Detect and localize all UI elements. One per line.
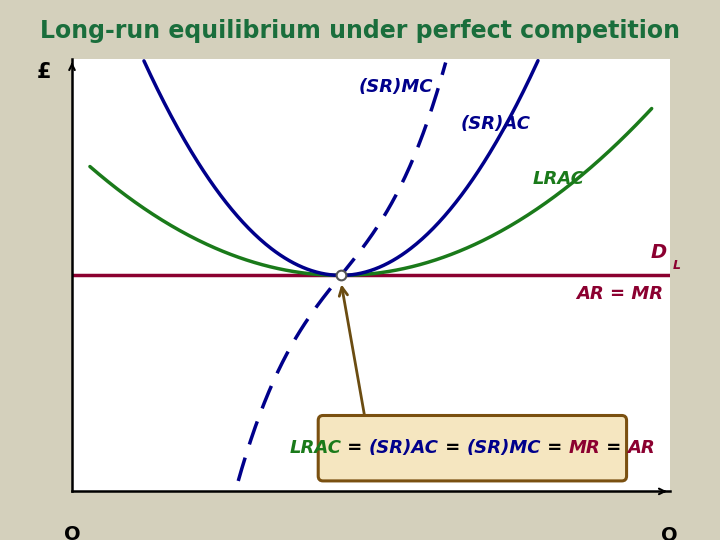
Text: LRAC: LRAC [532, 171, 584, 188]
Text: Long-run equilibrium under perfect competition: Long-run equilibrium under perfect compe… [40, 19, 680, 43]
Text: (SR)AC: (SR)AC [369, 439, 439, 457]
Text: AR = MR: AR = MR [577, 285, 664, 302]
FancyBboxPatch shape [318, 415, 626, 481]
Text: (SR)MC: (SR)MC [467, 439, 541, 457]
Text: O: O [63, 525, 81, 540]
Text: D: D [650, 243, 667, 262]
Text: Q: Q [661, 525, 678, 540]
Text: =: = [341, 439, 369, 457]
Text: =: = [600, 439, 628, 457]
Text: £: £ [37, 63, 51, 83]
Text: (SR)MC: (SR)MC [359, 78, 433, 96]
Text: =: = [439, 439, 467, 457]
Text: (SR)AC: (SR)AC [461, 115, 531, 133]
Text: LRAC: LRAC [289, 439, 341, 457]
Text: AR: AR [628, 439, 655, 457]
Text: MR: MR [568, 439, 600, 457]
Text: L: L [672, 259, 680, 272]
Text: =: = [541, 439, 568, 457]
